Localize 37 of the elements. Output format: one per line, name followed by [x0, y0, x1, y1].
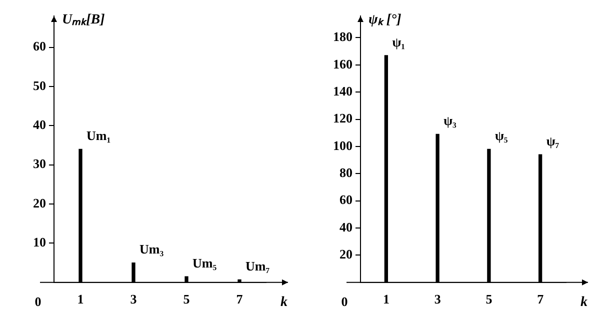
- y-tick-label: 10: [33, 234, 46, 250]
- annotation: ψ₅: [494, 128, 508, 144]
- y-tick-label: 100: [333, 138, 352, 153]
- x-axis-title: k: [580, 295, 588, 310]
- y-tick-label: 40: [340, 219, 352, 234]
- y-axis-title: Uₘₖ[В]: [62, 12, 106, 28]
- x-tick-label: 5: [183, 292, 190, 307]
- annotation: Um₇: [246, 258, 270, 274]
- annotation: Um₁: [86, 128, 111, 144]
- y-tick-label: 120: [333, 110, 352, 126]
- y-tick-label: 50: [33, 78, 46, 93]
- annotation: ψ₃: [444, 113, 457, 128]
- x-tick-label: 3: [130, 292, 138, 307]
- x-tick-label: 1: [382, 292, 390, 307]
- y-tick-label: 60: [33, 38, 46, 54]
- x-axis-title: k: [280, 295, 288, 310]
- x-tick-label: 7: [236, 292, 244, 307]
- y-tick-label: 80: [340, 165, 352, 180]
- x-tick-label: 3: [434, 292, 442, 307]
- x-tick-label: 7: [537, 292, 544, 307]
- annotation: ψ₁: [392, 34, 406, 50]
- y-tick-label: 160: [333, 56, 352, 72]
- text: 0: [341, 294, 348, 309]
- y-axis-title: ψₖ [°]: [368, 12, 402, 28]
- y-tick-label: 20: [33, 195, 46, 210]
- y-tick-label: 60: [340, 192, 352, 208]
- annotation: ψ₇: [546, 133, 560, 148]
- text: 0: [34, 294, 42, 309]
- y-tick-label: 140: [333, 83, 352, 98]
- annotation: Um₅: [192, 255, 217, 270]
- y-tick-label: 30: [33, 156, 46, 172]
- annotation: Um₃: [140, 242, 164, 257]
- y-tick-label: 40: [33, 117, 46, 132]
- y-tick-label: 180: [333, 29, 352, 44]
- x-tick-label: 5: [486, 292, 493, 307]
- x-tick-label: 1: [77, 292, 84, 307]
- y-tick-label: 20: [340, 246, 352, 262]
